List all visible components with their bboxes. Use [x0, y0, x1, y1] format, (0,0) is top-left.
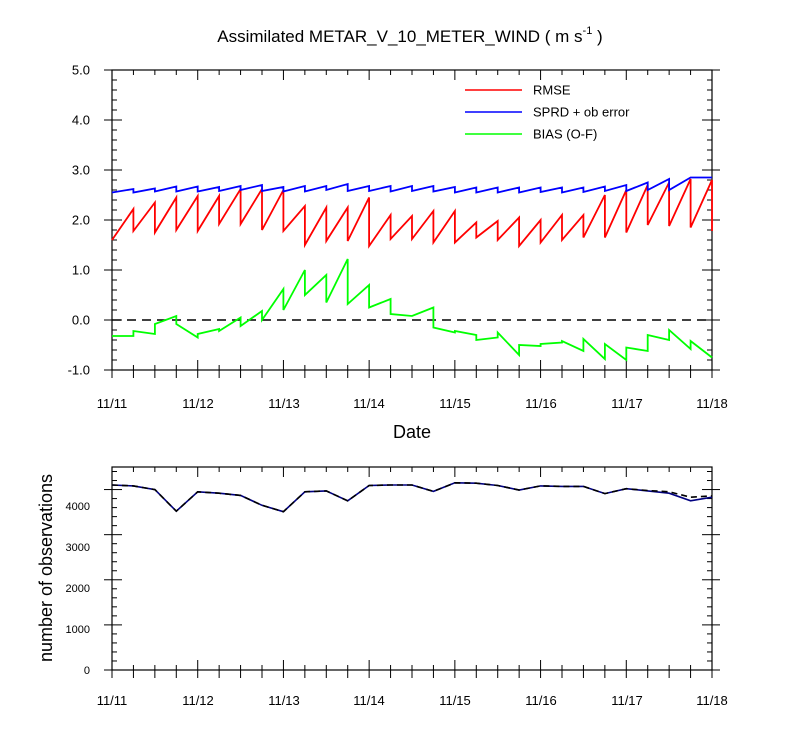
- x-tick-label: 11/17: [611, 396, 643, 411]
- y-tick-label: 3000: [66, 542, 90, 554]
- top-chart-title: Assimilated METAR_V_10_METER_WIND ( m s-…: [217, 25, 602, 46]
- y-tick-label: 5.0: [72, 63, 90, 78]
- series-line-rmse: [111, 178, 713, 249]
- bottom-chart-y-tick-labels: 0 1000 2000 3000 4000: [66, 501, 90, 677]
- x-tick-label: 11/14: [353, 693, 385, 708]
- legend-label-rmse: RMSE: [533, 83, 571, 98]
- series-line-possible: [111, 481, 713, 513]
- legend: RMSE SPRD + ob error BIAS (O-F): [465, 83, 630, 142]
- series-line-sprd-ob-error: [111, 176, 712, 194]
- title-text: Assimilated METAR_V_10_METER_WIND ( m s: [217, 27, 582, 46]
- y-tick-label: 4000: [66, 501, 90, 513]
- x-tick-label: 11/12: [182, 396, 214, 411]
- x-tick-label: 11/13: [268, 693, 300, 708]
- series-line-bias-o-f: [112, 258, 713, 362]
- bottom-chart: 0 1000 2000 3000 4000 11/11 11/12 11/13 …: [36, 466, 728, 708]
- title-superscript: -1: [583, 25, 593, 37]
- y-tick-label: 1000: [66, 624, 90, 636]
- y-tick-label: -1.0: [68, 363, 90, 378]
- top-chart-x-tick-labels: 11/11 11/12 11/13 11/14 11/15 11/16 11/1…: [97, 396, 728, 411]
- x-axis-label: Date: [393, 422, 431, 442]
- bottom-chart-ticks: [104, 467, 720, 678]
- x-tick-label: 11/15: [439, 396, 471, 411]
- x-tick-label: 11/18: [696, 396, 728, 411]
- y-tick-label: 0.0: [72, 313, 90, 328]
- top-chart-ticks: [104, 69, 720, 378]
- x-tick-label: 11/17: [611, 693, 643, 708]
- series-line-assimilated: [111, 481, 713, 513]
- y-tick-label: 2000: [66, 583, 90, 595]
- legend-label-sprd: SPRD + ob error: [533, 105, 630, 120]
- bottom-plot-frame: [111, 466, 713, 671]
- x-tick-label: 11/16: [525, 396, 557, 411]
- x-tick-label: 11/16: [525, 693, 557, 708]
- legend-label-bias: BIAS (O-F): [533, 127, 597, 142]
- bottom-chart-series: [111, 481, 713, 513]
- y-axis-label: number of observations: [36, 474, 56, 662]
- top-chart-series: [111, 176, 713, 362]
- y-tick-label: 1.0: [72, 263, 90, 278]
- x-tick-label: 11/12: [182, 693, 214, 708]
- y-tick-label: 2.0: [72, 213, 90, 228]
- bottom-chart-x-tick-labels: 11/11 11/12 11/13 11/14 11/15 11/16 11/1…: [97, 693, 728, 708]
- y-tick-label: 4.0: [72, 113, 90, 128]
- x-tick-label: 11/14: [353, 396, 385, 411]
- y-tick-label: 0: [84, 665, 90, 677]
- title-close: ): [592, 27, 602, 46]
- x-tick-label: 11/11: [97, 396, 128, 411]
- x-tick-label: 11/18: [696, 693, 728, 708]
- y-tick-label: 3.0: [72, 163, 90, 178]
- top-chart-y-tick-labels: -1.0 0.0 1.0 2.0 3.0 4.0 5.0: [68, 63, 90, 378]
- x-tick-label: 11/11: [97, 693, 128, 708]
- x-tick-label: 11/13: [268, 396, 300, 411]
- x-tick-label: 11/15: [439, 693, 471, 708]
- top-chart: Assimilated METAR_V_10_METER_WIND ( m s-…: [68, 25, 728, 442]
